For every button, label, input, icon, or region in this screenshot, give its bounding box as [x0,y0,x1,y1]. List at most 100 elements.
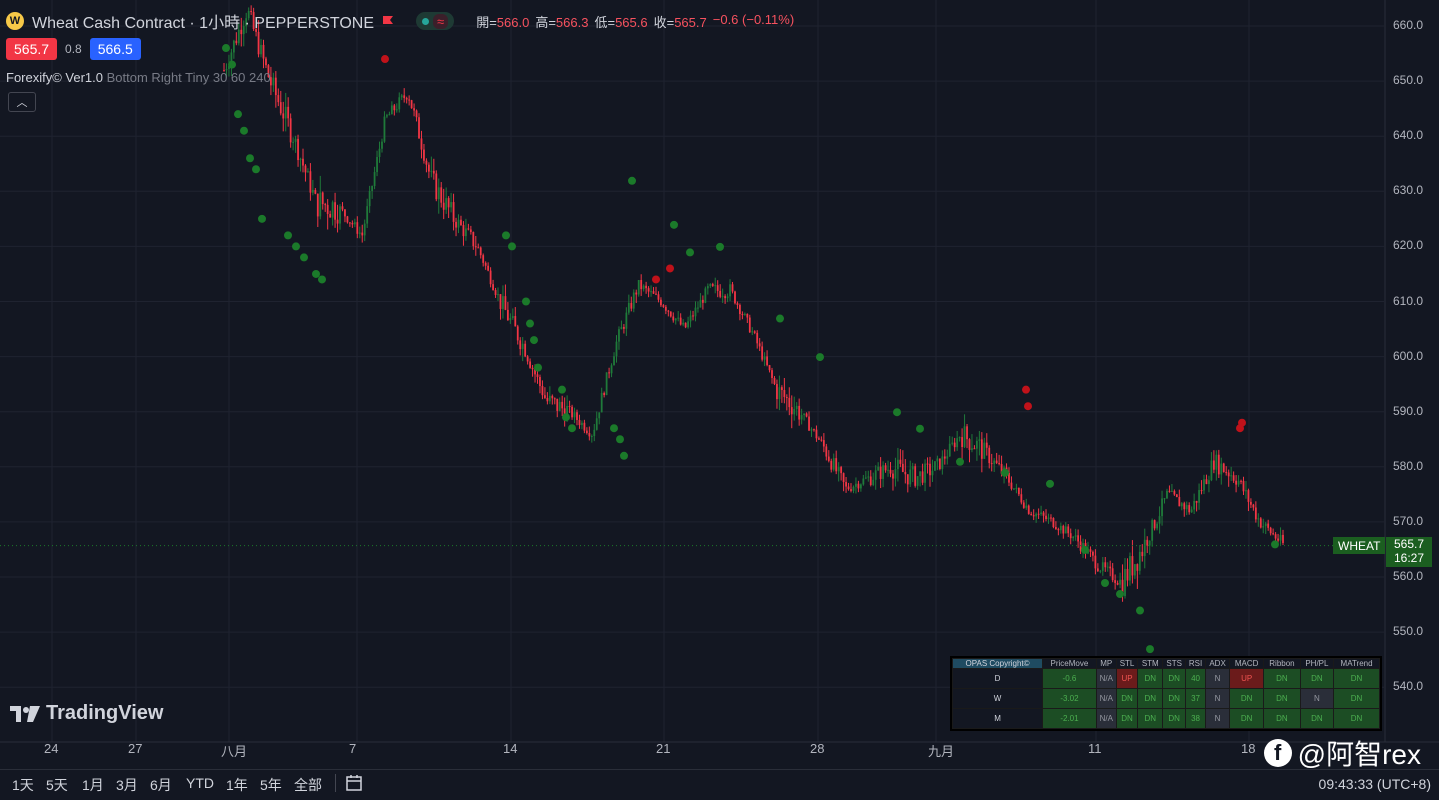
opas-cell: 37 [1185,688,1206,709]
opas-cell: 40 [1185,668,1206,689]
candle-body [1156,523,1159,529]
opas-cell: DN [1137,668,1164,689]
candle-body [664,306,667,311]
candle-body [882,465,884,479]
range-button[interactable]: 6月 [150,777,172,793]
range-button[interactable]: YTD [186,775,214,791]
candle-body [869,476,872,485]
candle-body [1237,480,1240,485]
candle-body [1025,505,1028,508]
candle-body [1017,487,1020,495]
candle-body [1136,564,1139,571]
candle-body [1259,518,1262,528]
candle-body [455,221,457,228]
candle-body [321,192,324,205]
candle-body [699,299,702,308]
candle-body [1106,566,1109,568]
candle-body [371,186,374,192]
price-tick-label: 600.0 [1393,348,1424,363]
candle-body [598,412,601,419]
ohlc-change: −0.6 (−0.11%) [712,11,795,27]
candle-body [914,466,917,486]
opas-column-header: STS [1162,658,1187,669]
candle-body [260,44,262,55]
bullish-signal-dot [522,297,530,306]
candle-body [1235,480,1237,485]
candle-body [566,405,569,421]
candle-body [1198,490,1200,503]
watermark-text: @阿智rex [1297,739,1421,770]
candle-body [292,141,295,143]
bullish-signal-dot [558,385,566,394]
candle-body [551,395,554,399]
candle-body [640,279,643,290]
candle-body [946,456,949,459]
bullish-signal-dot [628,176,636,185]
candle-body [1099,570,1102,572]
opas-cell: UP [1115,668,1139,689]
candle-body [297,138,299,161]
opas-column-header: STM [1137,658,1164,669]
range-button[interactable]: 5年 [260,777,282,793]
range-button[interactable]: 1天 [12,777,34,793]
candle-body [660,299,662,306]
candle-body [484,262,487,266]
candle-body [1173,490,1176,495]
candle-body [618,329,620,342]
candle-body [1272,533,1275,535]
candle-body [427,164,430,172]
candle-body [339,206,341,224]
opas-cell: DN [1137,688,1164,709]
flag-icon[interactable] [382,15,394,27]
candle-body [798,405,801,420]
candle-body [743,313,746,315]
candle-body [934,461,936,471]
clock-timezone[interactable]: 09:43:33 (UTC+8) [1318,776,1431,792]
candle-body [516,326,519,341]
indicator-legend[interactable]: Forexify© Ver1.0 Bottom Right Tiny 30 60… [6,70,271,85]
candle-body [845,482,847,487]
bar-countdown: 16:27 [1393,551,1425,565]
symbol-price-tag: WHEAT [1333,537,1386,554]
sell-button[interactable]: 565.7 [6,38,58,60]
collapse-legend-button[interactable]: ︿ [8,92,36,112]
candle-body [398,97,401,110]
candle-body [657,294,660,300]
candle-body [936,458,939,462]
candle-body [1032,515,1035,517]
tradingview-logo[interactable]: TradingView [10,702,163,725]
bullish-signal-dot [1271,540,1279,549]
range-button[interactable]: 全部 [294,777,322,793]
range-button[interactable]: 1年 [226,777,248,793]
candle-body [827,456,830,461]
opas-cell: DN [1333,708,1380,729]
candle-body [418,117,420,139]
goto-date-button[interactable] [344,772,366,794]
candle-body [383,116,386,142]
candle-body [1217,454,1220,475]
bullish-signal-dot [562,413,570,422]
candle-body [830,460,833,470]
bullish-signal-dot [526,319,534,328]
candle-body [1267,523,1270,528]
opas-cell: DN [1115,688,1139,709]
candle-body [600,393,603,413]
symbol-title[interactable]: Wheat Cash Contract · 1小時 · PEPPERSTONE [32,15,375,32]
wheat-icon[interactable]: W [6,12,24,30]
indicator-params: Bottom Right Tiny 30 60 240 [106,70,271,85]
range-button[interactable]: 3月 [116,777,138,793]
price-tick-label: 630.0 [1393,183,1424,198]
candle-body [1094,555,1097,569]
opas-column-header: PriceMove [1042,658,1097,669]
buy-button[interactable]: 566.5 [89,38,141,60]
market-status-pill[interactable]: ≈ [416,12,455,30]
candle-body [460,219,462,226]
candle-body [1092,551,1094,556]
range-button[interactable]: 5天 [46,777,68,793]
range-button[interactable]: 1月 [82,777,104,793]
candle-body [813,429,815,431]
candle-body [487,265,490,271]
candle-body [1264,523,1267,527]
candle-body [931,470,934,476]
